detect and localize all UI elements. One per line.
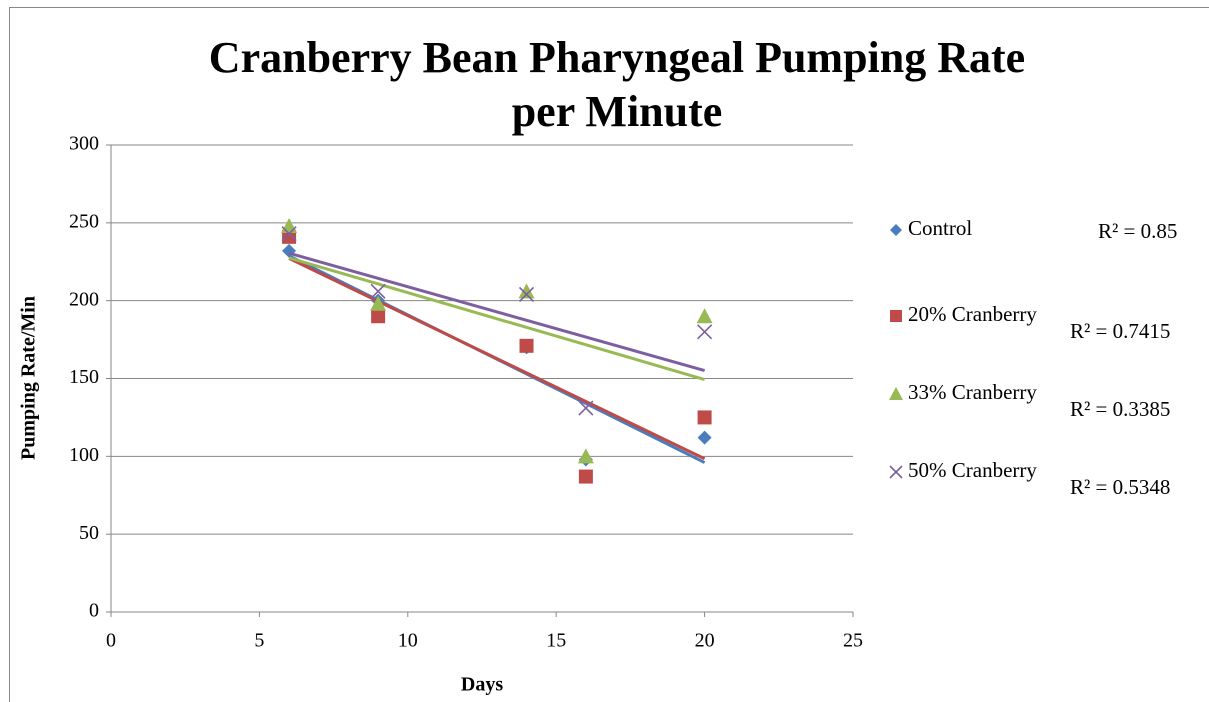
marker bbox=[578, 400, 594, 416]
marker bbox=[281, 226, 297, 242]
y-tick-label: 150 bbox=[69, 366, 99, 388]
marker bbox=[370, 295, 387, 311]
x-tick-label: 0 bbox=[106, 630, 116, 652]
marker bbox=[697, 430, 712, 445]
legend-label: Control bbox=[908, 216, 972, 240]
y-tick-label: 50 bbox=[79, 522, 99, 544]
r2-label: R² = 0.3385 bbox=[1070, 397, 1170, 421]
legend-marker bbox=[889, 387, 903, 400]
y-tick-label: 0 bbox=[89, 600, 99, 622]
chart-title: per Minute bbox=[512, 87, 723, 136]
marker bbox=[370, 283, 386, 299]
marker bbox=[697, 410, 712, 425]
marker bbox=[282, 229, 297, 244]
y-tick-label: 250 bbox=[69, 210, 99, 232]
marker bbox=[519, 338, 534, 353]
marker bbox=[697, 324, 713, 340]
x-tick-label: 5 bbox=[254, 630, 264, 652]
y-tick-label: 100 bbox=[69, 444, 99, 466]
legend-label: 33% Cranberry bbox=[908, 380, 1037, 404]
legend-marker bbox=[890, 224, 902, 236]
marker bbox=[577, 448, 594, 464]
legend-marker bbox=[890, 310, 902, 322]
y-tick-label: 300 bbox=[69, 133, 99, 155]
chart-border bbox=[9, 7, 1209, 702]
x-axis-label: Days bbox=[461, 674, 503, 696]
trendline bbox=[288, 251, 706, 373]
marker bbox=[371, 309, 386, 324]
legend-marker bbox=[889, 465, 903, 479]
legend-label: 20% Cranberry bbox=[908, 302, 1037, 326]
x-tick-label: 10 bbox=[398, 630, 418, 652]
y-axis-label: Pumping Rate/Min bbox=[18, 296, 40, 460]
marker bbox=[696, 308, 713, 324]
r2-label: R² = 0.7415 bbox=[1070, 319, 1170, 343]
y-tick-label: 200 bbox=[69, 288, 99, 310]
trendline bbox=[288, 257, 706, 461]
x-tick-label: 20 bbox=[695, 630, 715, 652]
marker bbox=[578, 469, 593, 484]
r2-label: R² = 0.85 bbox=[1098, 219, 1177, 243]
trendline bbox=[288, 256, 706, 381]
marker bbox=[518, 286, 535, 303]
x-tick-label: 25 bbox=[843, 630, 863, 652]
r2-label: R² = 0.5348 bbox=[1070, 475, 1170, 499]
x-tick-label: 15 bbox=[546, 630, 566, 652]
marker bbox=[518, 283, 535, 299]
chart-title: Cranberry Bean Pharyngeal Pumping Rate bbox=[209, 33, 1025, 82]
legend-label: 50% Cranberry bbox=[908, 458, 1037, 482]
